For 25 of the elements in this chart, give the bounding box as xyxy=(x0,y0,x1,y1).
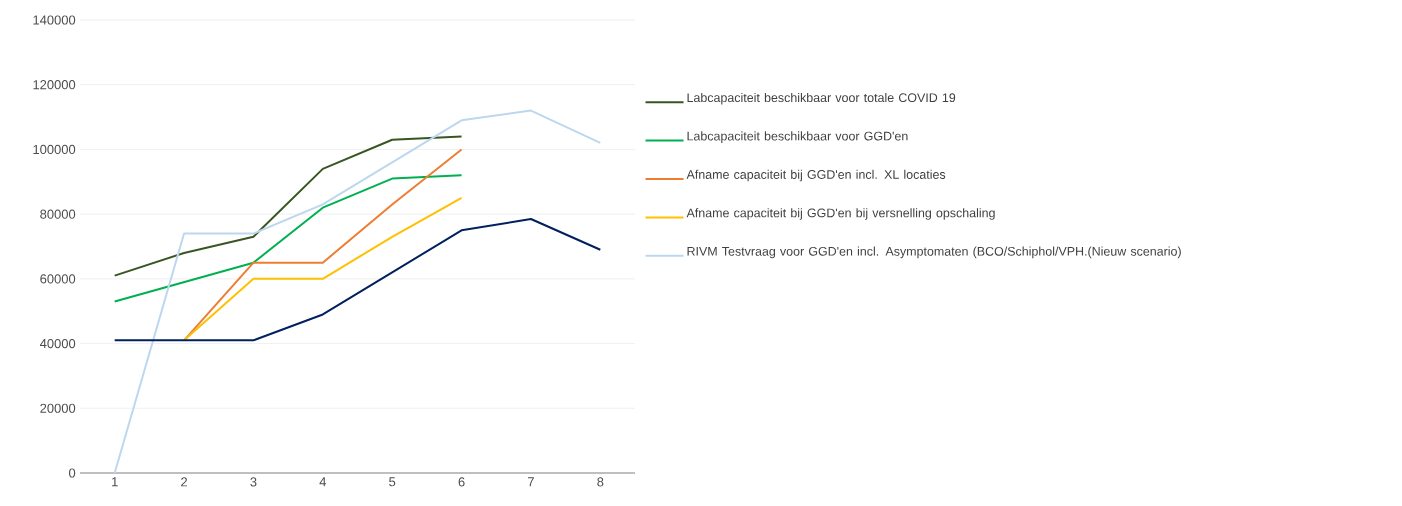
legend-label: Afname capaciteit bij GGD'en bij versnelling opschaling xyxy=(686,208,995,220)
legend-label: RIVM Testvraag voor GGD'en incl. Asymptomaten (BCO/Schiphol/VPH.(Nieuw scenario) xyxy=(687,246,1181,259)
line-series xyxy=(183,148,463,342)
x-tick-label: 2 xyxy=(181,477,188,487)
x-tick-label: 1 xyxy=(112,477,118,487)
y-tick-label: 40000 xyxy=(39,338,76,349)
y-tick-label: 60000 xyxy=(40,274,76,284)
legend-label: Labcapaciteit beschikbaar voor totale COVID 19 xyxy=(687,92,956,105)
y-tick-label: 0 xyxy=(68,468,76,478)
x-tick-label: 6 xyxy=(458,477,465,487)
x-tick-label: 7 xyxy=(528,477,534,487)
y-tick-label: 80000 xyxy=(40,209,76,219)
x-tick-label: 8 xyxy=(597,477,604,487)
legend-label: Labcapaciteit beschikbaar voor GGD'en xyxy=(687,131,908,143)
y-tick-label: 140000 xyxy=(33,15,76,25)
y-tick-label: 20000 xyxy=(40,403,76,413)
legend-label: Afname capaciteit bij GGD'en incl. XL locaties xyxy=(686,169,946,182)
y-tick-label: 120000 xyxy=(33,80,76,90)
y-tick-label: 100000 xyxy=(33,144,76,155)
x-tick-label: 4 xyxy=(319,477,327,487)
line-series xyxy=(113,109,602,473)
line-series xyxy=(113,135,463,277)
x-tick-label: 3 xyxy=(250,477,257,487)
x-tick-label: 5 xyxy=(389,477,396,487)
line-series xyxy=(183,196,463,342)
